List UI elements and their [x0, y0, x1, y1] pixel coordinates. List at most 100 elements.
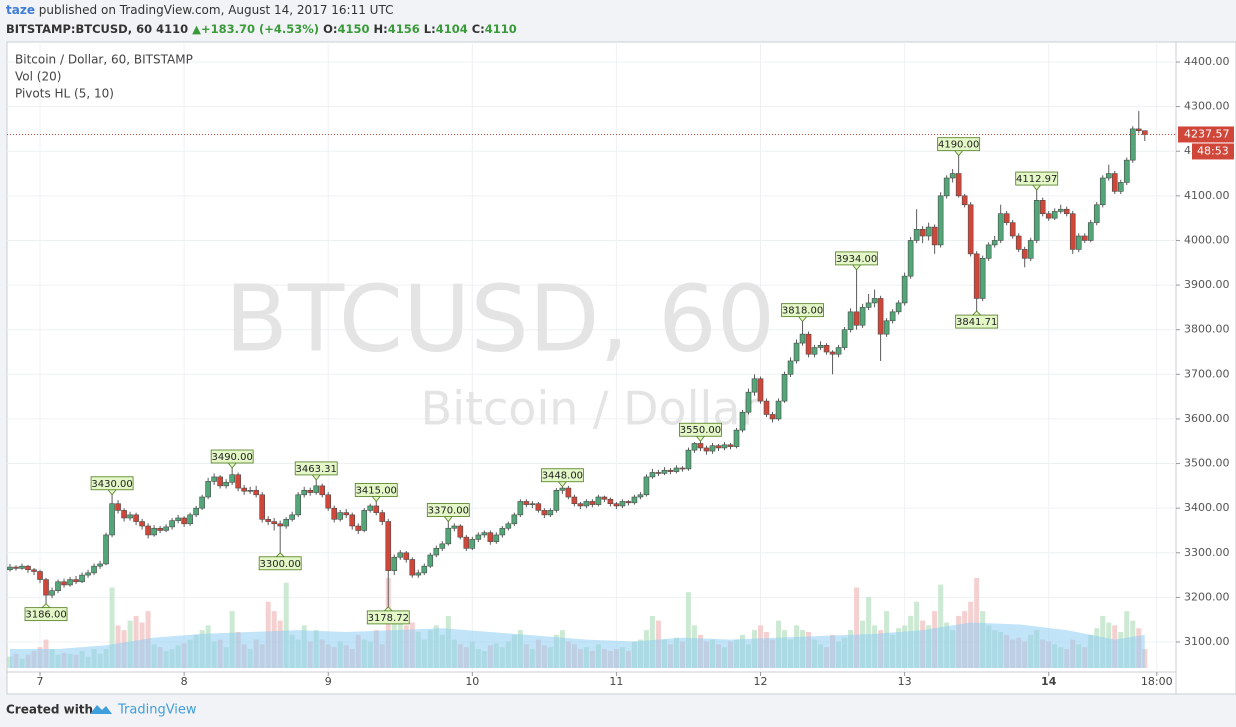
candle-body [79, 574, 85, 583]
candle-body [43, 579, 49, 596]
candle-body [631, 496, 638, 504]
candle-body [649, 472, 656, 478]
pivot-box [937, 137, 981, 152]
pivot-pointer [798, 316, 807, 323]
y-tick-label: 4300.00 [1184, 100, 1230, 113]
legend-vol: Vol (20) [15, 70, 61, 84]
candle-body [1135, 128, 1142, 131]
candle-body [181, 517, 187, 525]
candle-body [115, 503, 121, 511]
candle-body [133, 514, 139, 522]
candle-body [733, 429, 740, 447]
candle-body [163, 526, 169, 531]
candle-body [319, 485, 326, 496]
candle-body [1075, 235, 1082, 250]
x-tick-label: 12 [754, 675, 768, 688]
candle-body [535, 503, 542, 511]
pivot-box [90, 476, 134, 491]
pivot-label: 3186.00 [25, 610, 66, 621]
candle-body [1039, 200, 1046, 214]
candle-body [979, 258, 986, 299]
candle-body [523, 501, 530, 505]
candle-body [289, 514, 295, 520]
candle-body [811, 347, 818, 355]
pivot-pointer [1032, 184, 1042, 191]
candle-body [139, 521, 145, 527]
candle-body [355, 525, 362, 531]
pivot-label: 3178.72 [368, 613, 409, 624]
candle-body [871, 298, 878, 304]
last: 4110 [156, 22, 189, 36]
pivot-pointer [443, 516, 453, 523]
candle-body [325, 494, 332, 509]
candle-body [769, 414, 776, 420]
candle-body [937, 195, 944, 246]
candle-body [367, 505, 374, 511]
pivot-pointer [954, 150, 963, 157]
candles [7, 111, 1148, 607]
candle-body [859, 307, 866, 326]
pivot-label: 4190.00 [938, 140, 979, 151]
y-tick-label: 3700.00 [1184, 367, 1230, 380]
pivot-box [294, 461, 338, 476]
watermark-symbol: BTCUSD, 60 [225, 265, 775, 372]
x-tick-label: 18:00 [1141, 675, 1173, 688]
y-tick-label: 4000.00 [1184, 233, 1230, 246]
pivot-box [679, 422, 722, 437]
candle-body [553, 490, 560, 511]
candle-body [829, 351, 836, 355]
candle-body [529, 503, 536, 506]
candle-body [961, 195, 968, 206]
candle-body [973, 253, 980, 299]
candle-body [931, 226, 938, 246]
candle-body [847, 311, 854, 330]
pivot-box [781, 303, 824, 318]
candle-body [1093, 204, 1100, 223]
candle-body [1003, 213, 1010, 223]
candle-body [601, 496, 608, 500]
candle-body [499, 527, 506, 536]
candle-body [517, 501, 524, 516]
candle-body [103, 534, 109, 565]
footer-brand[interactable]: TradingView [117, 703, 197, 718]
candle-body [337, 512, 344, 520]
x-tick-label: 10 [465, 675, 479, 688]
candle-body [985, 244, 992, 259]
o-val: 4150 [337, 22, 370, 36]
author: taze [6, 3, 35, 17]
candle-body [241, 487, 247, 492]
candle-body [223, 481, 229, 487]
y-tick-label: 3300.00 [1184, 546, 1230, 559]
candle-body [193, 507, 199, 516]
candle-body [31, 569, 37, 572]
volume-bar [685, 592, 691, 668]
pivot-pointer [852, 264, 861, 271]
candle-body [505, 523, 512, 529]
y-tick-label: 4400.00 [1184, 55, 1230, 68]
countdown-tag [1192, 143, 1234, 160]
candle-body [817, 345, 824, 348]
candle-body [409, 559, 416, 576]
candle-body [919, 229, 926, 237]
candle-body [301, 490, 308, 496]
candle-body [865, 302, 872, 308]
volume-bar [283, 582, 289, 668]
candle-body [673, 467, 680, 472]
candle-body [1057, 208, 1064, 212]
x-tick-label: 13 [898, 675, 912, 688]
candle-body [403, 552, 410, 560]
x-tick-label: 8 [181, 675, 188, 688]
candle-body [559, 487, 566, 491]
candle-body [889, 311, 896, 322]
arrow: ▲ [192, 22, 201, 36]
candle-body [565, 487, 572, 498]
axes: 3100.00 3200.00 3300.00 3400.00 3500.00 3600.… [7, 55, 1234, 688]
pivot-pointer [383, 606, 393, 612]
candle-body [739, 411, 746, 431]
candle-body [685, 449, 692, 470]
pivot-pointer [558, 481, 567, 488]
candle-body [703, 447, 710, 452]
candle-body [283, 519, 289, 527]
pivot-label: 3490.00 [211, 452, 252, 463]
